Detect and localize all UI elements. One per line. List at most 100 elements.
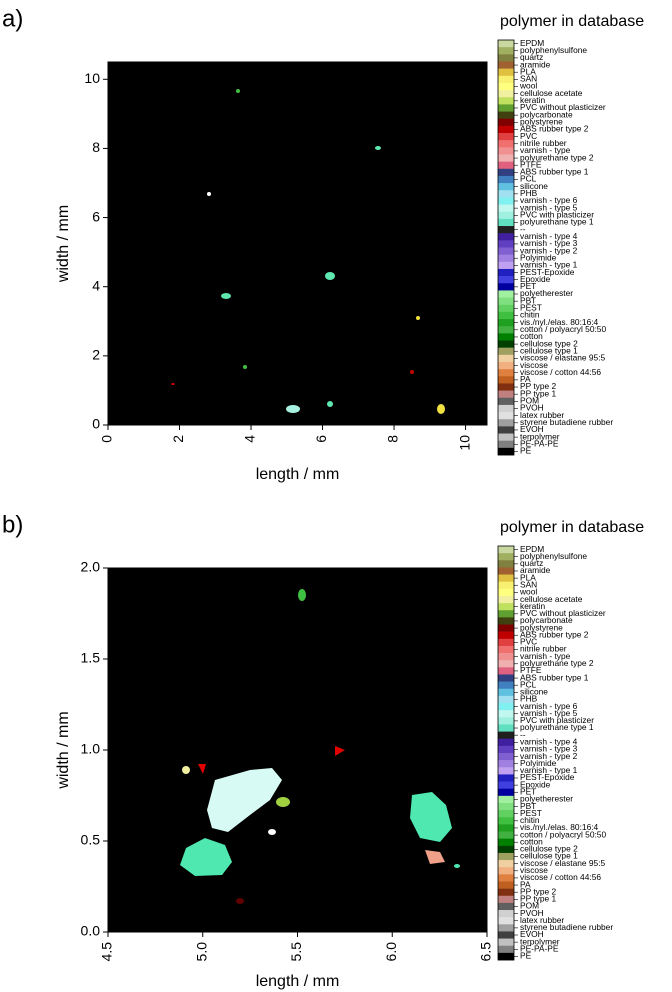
legend-label: chitin	[520, 815, 540, 825]
x-tick-label: 10	[456, 435, 472, 451]
legend-swatch	[498, 154, 514, 162]
legend-swatch	[498, 326, 514, 334]
legend-swatch	[498, 283, 514, 291]
legend-label: Epoxide	[520, 274, 551, 284]
legend-swatch	[498, 304, 514, 313]
legend-swatch	[498, 924, 514, 932]
legend-swatch	[498, 276, 514, 284]
legend-label: polyetherester	[520, 288, 573, 298]
y-tick-label: 10	[84, 70, 100, 86]
legend-swatch	[498, 147, 514, 155]
x-axis-label: length / mm	[256, 973, 340, 990]
legend-label: ABS rubber type 2	[520, 124, 589, 134]
legend-label: PE	[520, 951, 532, 961]
particle	[286, 405, 300, 413]
y-tick-label: 0.5	[81, 832, 101, 848]
legend-label: PHB	[520, 694, 538, 704]
legend-swatch	[498, 845, 514, 854]
legend-label: styrene butadiene rubber	[520, 417, 613, 427]
legend-swatch	[498, 710, 514, 718]
legend-label: polyurethane type 1	[520, 722, 594, 732]
legend-label: PVOH	[520, 908, 544, 918]
legend-label: viscose / elastane 95:5	[520, 353, 606, 363]
legend-label: polyphenylsulfone	[520, 45, 587, 55]
legend-swatch	[498, 902, 514, 911]
legend-swatch	[498, 369, 514, 377]
legend-swatch	[498, 447, 514, 456]
plot-background	[108, 62, 487, 425]
legend-label: --	[520, 224, 526, 234]
legend-label: varnish - type	[520, 145, 571, 155]
legend-swatch	[498, 860, 514, 868]
particle	[416, 316, 420, 320]
particle	[375, 146, 381, 150]
y-tick-label: 6	[92, 208, 100, 224]
legend-label: terpolymer	[520, 936, 560, 946]
legend-label: PVC without plasticizer	[520, 102, 606, 112]
legend-label: varnish - type 6	[520, 701, 578, 711]
legend-swatch	[498, 68, 514, 77]
legend-label: EVOH	[520, 424, 544, 434]
legend-swatch	[498, 724, 514, 732]
legend-swatch	[498, 204, 514, 213]
legend-swatch	[498, 290, 514, 298]
legend-swatch	[498, 852, 514, 861]
legend-swatch	[498, 574, 514, 582]
legend-label: PHB	[520, 188, 538, 198]
legend-label: PVC without plasticizer	[520, 608, 606, 618]
panel-label: b)	[2, 511, 23, 538]
particle	[171, 383, 175, 385]
x-tick-label: 0	[99, 435, 115, 443]
legend-swatch	[498, 681, 514, 690]
legend-label: cotton	[520, 836, 543, 846]
legend-swatch	[498, 824, 514, 832]
legend-label: PCL	[520, 679, 537, 689]
legend-label: aramide	[520, 59, 551, 69]
particle	[180, 838, 232, 876]
legend-label: ABS rubber type 1	[520, 167, 589, 177]
x-tick-label: 6.0	[383, 942, 399, 962]
x-tick-label: 8	[385, 435, 401, 443]
x-tick-label: 2	[170, 435, 186, 443]
legend-label: varnish - type 5	[520, 202, 578, 212]
legend-swatch	[498, 802, 514, 811]
legend-swatch	[498, 61, 514, 69]
y-tick-label: 1.0	[81, 741, 101, 757]
legend-label: ABS rubber type 2	[520, 629, 589, 639]
legend-swatch	[498, 54, 514, 62]
legend-label: cellulose type 2	[520, 844, 578, 854]
legend-swatch	[498, 319, 514, 327]
legend-swatch	[498, 247, 514, 255]
legend-label: polystyrene	[520, 117, 563, 127]
legend-swatch	[498, 133, 514, 141]
legend-label: varnish - type 1	[520, 260, 578, 270]
legend-swatch	[498, 211, 514, 220]
y-tick-label: 2.0	[81, 559, 101, 575]
legend-swatch	[498, 888, 514, 897]
y-tick-label: 0.0	[81, 923, 101, 939]
legend-swatch	[498, 233, 514, 241]
legend-swatch	[498, 703, 514, 711]
legend-label: POM	[520, 901, 539, 911]
legend-swatch	[498, 140, 514, 148]
legend-label: cotton / polyacryl 50:50	[520, 829, 606, 839]
legend-swatch	[498, 952, 514, 961]
legend-label: silicone	[520, 687, 548, 697]
legend-frame	[497, 545, 515, 961]
x-tick-label: 4.5	[99, 942, 115, 962]
legend-label: --	[520, 729, 526, 739]
legend-title: polymer in database	[500, 13, 644, 30]
legend-label: viscose / cotton 44:56	[520, 872, 601, 882]
legend-swatch	[498, 90, 514, 98]
legend-swatch	[498, 175, 514, 184]
legend-swatch	[498, 810, 514, 818]
particle	[298, 589, 306, 601]
legend-swatch	[498, 760, 514, 768]
legend-label: latex rubber	[520, 915, 564, 925]
legend-label: polycarbonate	[520, 615, 573, 625]
legend-label: wool	[519, 81, 537, 91]
particle	[437, 404, 445, 414]
legend-swatch	[498, 383, 514, 391]
legend-label: cellulose acetate	[520, 88, 583, 98]
legend-swatch	[498, 674, 514, 682]
